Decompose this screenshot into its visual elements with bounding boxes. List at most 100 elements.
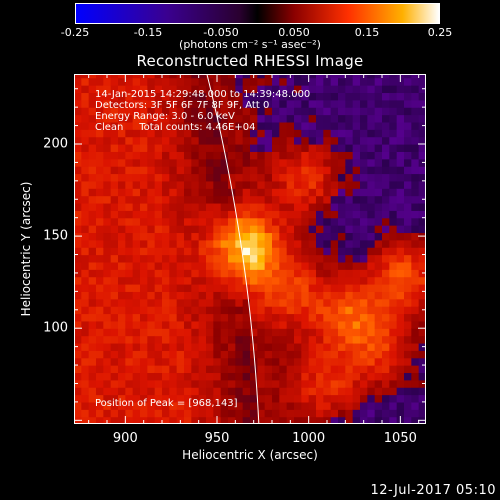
heatmap-cell xyxy=(220,335,229,344)
heatmap-cell xyxy=(176,151,185,160)
heatmap-cell xyxy=(374,107,383,116)
heatmap-cell xyxy=(389,284,398,292)
heatmap-cell xyxy=(396,401,405,410)
heatmap-cell xyxy=(411,379,420,388)
heatmap-cell xyxy=(352,342,361,351)
heatmap-cell xyxy=(125,379,134,388)
heatmap-cell xyxy=(301,85,310,94)
heatmap-cell xyxy=(125,121,134,130)
heatmap-cell xyxy=(176,188,185,197)
heatmap-cell xyxy=(162,306,170,315)
heatmap-cell xyxy=(88,195,97,204)
heatmap-cell xyxy=(374,342,383,351)
heatmap-cell xyxy=(301,269,310,278)
heatmap-cell xyxy=(330,269,339,278)
heatmap-cell xyxy=(228,379,236,388)
heatmap-cell xyxy=(352,387,361,396)
heatmap-cell xyxy=(316,409,324,418)
heatmap-cell xyxy=(118,151,126,160)
heatmap-cell xyxy=(411,298,420,307)
heatmap-cell xyxy=(411,394,420,403)
heatmap-cell xyxy=(338,77,346,86)
heatmap-cell xyxy=(213,342,222,351)
heatmap-cell xyxy=(250,173,258,182)
heatmap-cell xyxy=(264,342,273,351)
heatmap-cell xyxy=(411,173,420,182)
heatmap-cell xyxy=(389,129,398,138)
heatmap-cell xyxy=(272,121,280,130)
heatmap-cell xyxy=(345,357,354,366)
heatmap-cell xyxy=(411,254,420,263)
heatmap-cell xyxy=(264,151,273,160)
heatmap-cell xyxy=(323,328,332,337)
heatmap-cell xyxy=(345,261,354,270)
heatmap-cell xyxy=(396,379,405,388)
heatmap-cell xyxy=(147,261,156,270)
heatmap-cell xyxy=(235,342,244,351)
heatmap-cell xyxy=(110,409,119,418)
heatmap-cell xyxy=(184,202,192,211)
heatmap-cell xyxy=(352,416,361,424)
heatmap-cell xyxy=(250,328,258,337)
heatmap-cell xyxy=(286,357,295,366)
heatmap-cell xyxy=(316,107,324,116)
heatmap-cell xyxy=(374,85,383,94)
heatmap-cell xyxy=(147,114,156,123)
heatmap-cell xyxy=(418,129,426,138)
heatmap-cell xyxy=(140,372,148,381)
heatmap-cell xyxy=(154,239,163,248)
heatmap-cell xyxy=(257,409,266,418)
heatmap-cell xyxy=(206,217,214,226)
heatmap-cell xyxy=(213,195,222,204)
heatmap-cell xyxy=(103,306,112,315)
heatmap-cell xyxy=(330,225,339,234)
heatmap-cell xyxy=(374,114,383,123)
heatmap-cell xyxy=(191,394,200,403)
heatmap-cell xyxy=(272,298,280,307)
heatmap-cell xyxy=(352,173,361,182)
heatmap-cell xyxy=(396,180,405,189)
heatmap-cell xyxy=(286,144,295,152)
heatmap-cell xyxy=(81,342,90,351)
heatmap-cell xyxy=(308,210,317,219)
heatmap-cell xyxy=(308,144,317,152)
heatmap-cell xyxy=(345,158,354,167)
heatmap-cell xyxy=(162,269,170,278)
heatmap-cell xyxy=(110,350,119,359)
heatmap-cell xyxy=(103,342,112,351)
heatmap-cell xyxy=(198,276,207,285)
heatmap-cell xyxy=(250,284,258,292)
heatmap-cell xyxy=(235,394,244,403)
heatmap-cell xyxy=(132,151,141,160)
heatmap-cell xyxy=(338,121,346,130)
heatmap-cell xyxy=(206,74,214,79)
heatmap-cell xyxy=(272,247,280,256)
heatmap-cell xyxy=(367,225,376,234)
heatmap-cell xyxy=(352,202,361,211)
heatmap-cell xyxy=(330,92,339,101)
heatmap-cell xyxy=(367,77,376,86)
heatmap-cell xyxy=(206,107,214,116)
heatmap-cell xyxy=(418,188,426,197)
heatmap-cell xyxy=(191,121,200,130)
heatmap-cell xyxy=(81,173,90,182)
heatmap-cell xyxy=(411,232,420,241)
heatmap-cell xyxy=(301,298,310,307)
heatmap-cell xyxy=(162,173,170,182)
heatmap-cell xyxy=(294,144,302,152)
heatmap-cell xyxy=(257,217,266,226)
heatmap-cell xyxy=(396,202,405,211)
heatmap-cell xyxy=(235,379,244,388)
heatmap-cell xyxy=(191,158,200,167)
heatmap-cell xyxy=(235,136,244,145)
heatmap-cell xyxy=(125,254,134,263)
heatmap-cell xyxy=(294,232,302,241)
heatmap-cell xyxy=(228,85,236,94)
heatmap-cell xyxy=(316,85,324,94)
heatmap-cell xyxy=(184,144,192,152)
heatmap-cell xyxy=(345,394,354,403)
heatmap-cell xyxy=(140,188,148,197)
heatmap-cell xyxy=(118,416,126,424)
heatmap-cell xyxy=(382,210,390,219)
heatmap-cell xyxy=(169,217,178,226)
